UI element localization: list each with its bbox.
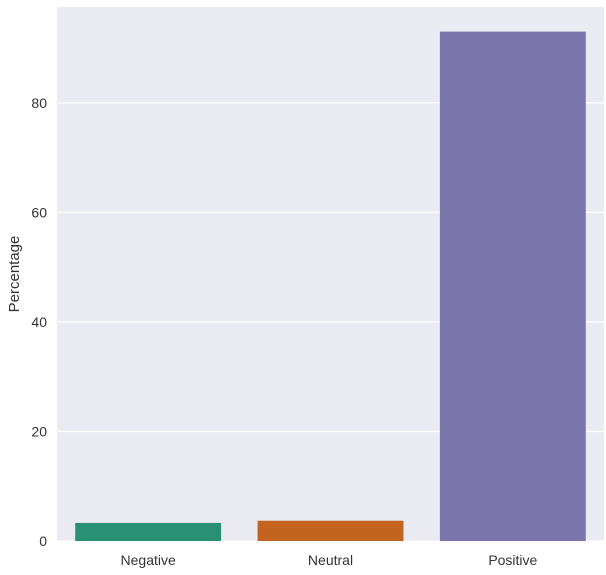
y-tick-label-40: 40 — [31, 314, 47, 330]
x-tick-labels: Negative Neutral Positive — [121, 552, 538, 568]
bars — [75, 31, 586, 542]
bar-negative — [75, 522, 222, 541]
x-tick-label-negative: Negative — [121, 552, 176, 568]
y-tick-label-80: 80 — [31, 95, 47, 111]
y-axis-label: Percentage — [6, 236, 23, 313]
y-tick-label-0: 0 — [39, 533, 47, 549]
bar-neutral — [257, 520, 404, 541]
y-tick-label-20: 20 — [31, 423, 47, 439]
x-tick-label-positive: Positive — [488, 552, 537, 568]
x-tick-label-neutral: Neutral — [308, 552, 353, 568]
y-tick-label-60: 60 — [31, 204, 47, 220]
bar-positive — [439, 31, 586, 542]
y-tick-labels: 0 20 40 60 80 — [31, 95, 47, 549]
